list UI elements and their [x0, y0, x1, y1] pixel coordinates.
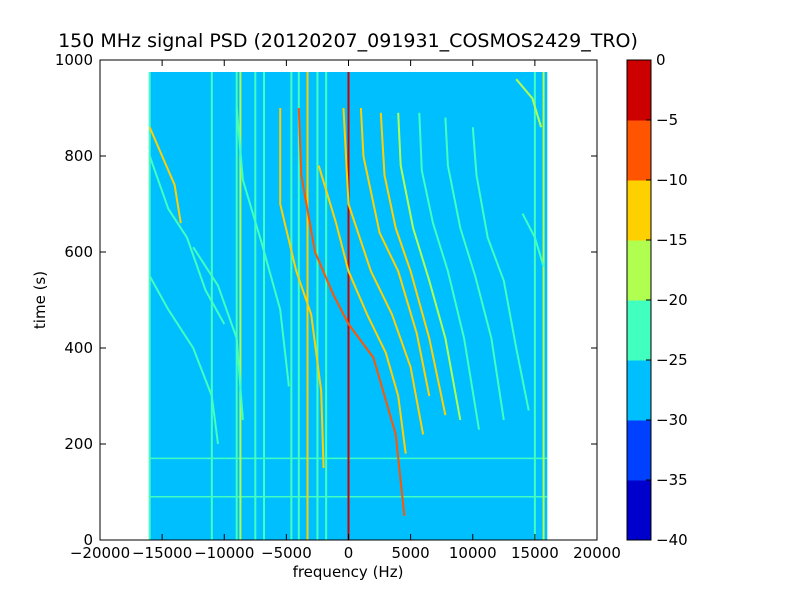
colorbar-tick-label-2: −30 — [656, 411, 688, 429]
colorbar-band-6 — [627, 120, 651, 181]
x-tick-label-3: −5000 — [261, 544, 312, 562]
chart-title: 150 MHz signal PSD (20120207_091931_COSM… — [58, 30, 638, 52]
colorbar-tick-label-3: −25 — [656, 351, 688, 369]
colorbar-tick-label-1: −35 — [656, 471, 688, 489]
x-tick-label-1: −15000 — [132, 544, 192, 562]
colorbar-tick-label-8: 0 — [656, 51, 666, 69]
doppler-curve-16 — [521, 213, 545, 267]
spectrogram-heatmap — [148, 72, 548, 540]
colorbar-band-5 — [627, 180, 651, 241]
x-axis-ticks: −20000 −15000 −10000 −5000 0 5000 10000 15000 20… — [70, 60, 621, 562]
y-tick-label-3: 600 — [64, 243, 93, 261]
y-tick-label-2: 400 — [64, 339, 93, 357]
doppler-curve-15 — [515, 78, 543, 128]
y-tick-label-4: 800 — [64, 147, 93, 165]
doppler-curve-11 — [397, 112, 462, 421]
colorbar-band-4 — [627, 240, 651, 301]
x-tick-label-4: 0 — [344, 544, 354, 562]
doppler-curve-2 — [148, 275, 219, 445]
x-tick-label-5: 5000 — [392, 544, 430, 562]
colorbar-band-2 — [627, 360, 651, 421]
doppler-curve-5 — [279, 108, 325, 469]
doppler-curve-0 — [148, 126, 182, 224]
doppler-curve-9 — [359, 107, 431, 397]
y-axis-label: time (s) — [31, 271, 49, 329]
doppler-curve-14 — [471, 127, 530, 411]
colorbar-tick-label-7: −5 — [656, 111, 678, 129]
colorbar-tick-label-0: −40 — [656, 531, 688, 549]
x-axis-label: frequency (Hz) — [293, 563, 404, 581]
colorbar-band-7 — [627, 60, 651, 121]
doppler-curve-13 — [444, 117, 505, 421]
doppler-curve-7 — [317, 165, 407, 454]
x-tick-label-8: 20000 — [573, 544, 621, 562]
colorbar-tick-label-4: −20 — [656, 291, 688, 309]
y-tick-label-0: 0 — [83, 531, 93, 549]
doppler-curve-4 — [235, 107, 290, 387]
doppler-curve-8 — [342, 107, 425, 435]
y-tick-label-1: 200 — [64, 435, 93, 453]
colorbar-band-0 — [627, 480, 651, 541]
y-axis-ticks: 0 200 400 600 800 1000 — [55, 51, 597, 549]
colorbar-tick-label-6: −10 — [656, 171, 688, 189]
x-tick-label-2: −10000 — [194, 544, 254, 562]
doppler-curve-12 — [418, 112, 480, 430]
doppler-curve-10 — [379, 112, 447, 416]
spectrogram-plot: −20000 −15000 −10000 −5000 0 5000 10000 15000 20… — [55, 51, 621, 562]
x-tick-label-7: 15000 — [511, 544, 559, 562]
y-tick-label-5: 1000 — [55, 51, 93, 69]
x-tick-label-0: −20000 — [70, 544, 130, 562]
colorbar-tick-label-5: −15 — [656, 231, 688, 249]
colorbar: −40 −35 −30 −25 −20 −15 −10 −5 0 — [626, 51, 688, 549]
colorbar-band-1 — [627, 420, 651, 481]
x-tick-label-6: 10000 — [449, 544, 497, 562]
colorbar-band-3 — [627, 300, 651, 361]
doppler-curve-3 — [192, 246, 244, 421]
doppler-curve-6 — [297, 107, 406, 517]
doppler-curve-1 — [148, 155, 226, 325]
